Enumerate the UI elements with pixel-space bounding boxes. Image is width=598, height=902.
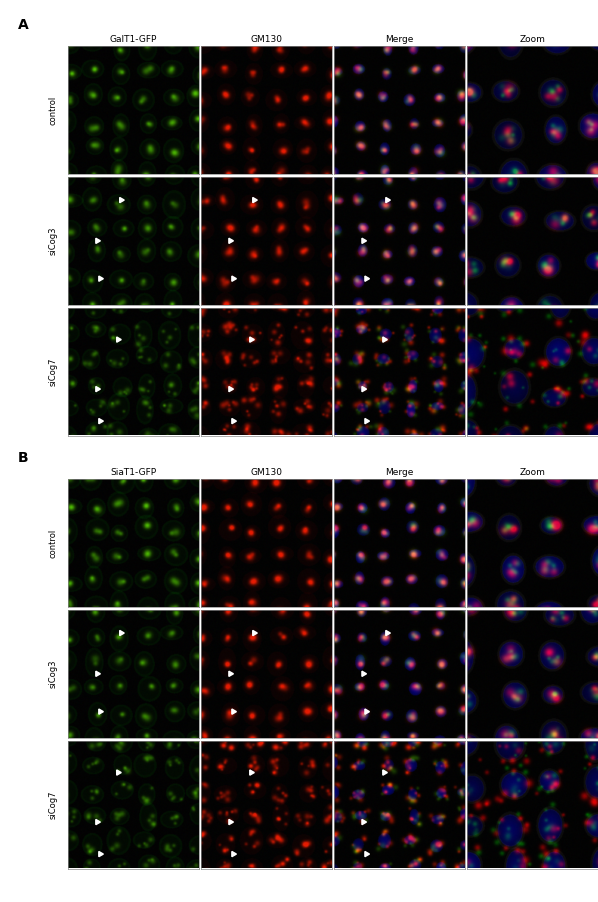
Polygon shape bbox=[99, 851, 103, 857]
Polygon shape bbox=[120, 630, 124, 636]
Polygon shape bbox=[362, 238, 367, 244]
Polygon shape bbox=[365, 709, 370, 714]
Polygon shape bbox=[117, 770, 121, 775]
Text: siCog7: siCog7 bbox=[48, 357, 58, 386]
Text: GM130: GM130 bbox=[250, 34, 282, 43]
Polygon shape bbox=[229, 819, 233, 824]
Polygon shape bbox=[99, 419, 103, 424]
Polygon shape bbox=[117, 337, 121, 342]
Text: control: control bbox=[48, 96, 58, 124]
Polygon shape bbox=[383, 337, 388, 342]
Polygon shape bbox=[229, 386, 233, 391]
Polygon shape bbox=[386, 198, 390, 203]
Polygon shape bbox=[229, 238, 233, 244]
Polygon shape bbox=[96, 819, 100, 824]
Polygon shape bbox=[99, 709, 103, 714]
Text: siCog3: siCog3 bbox=[48, 659, 58, 688]
Text: A: A bbox=[18, 18, 29, 32]
Polygon shape bbox=[232, 276, 236, 281]
Polygon shape bbox=[96, 238, 100, 244]
Text: siCog7: siCog7 bbox=[48, 790, 58, 819]
Polygon shape bbox=[120, 198, 124, 203]
Polygon shape bbox=[250, 337, 254, 342]
Polygon shape bbox=[253, 198, 257, 203]
Polygon shape bbox=[99, 276, 103, 281]
Polygon shape bbox=[362, 386, 367, 391]
Polygon shape bbox=[253, 630, 257, 636]
Polygon shape bbox=[232, 419, 236, 424]
Text: Zoom: Zoom bbox=[520, 467, 545, 476]
Text: siCog3: siCog3 bbox=[48, 226, 58, 255]
Polygon shape bbox=[96, 671, 100, 676]
Polygon shape bbox=[96, 386, 100, 391]
Polygon shape bbox=[232, 851, 236, 857]
Text: SiaT1-GFP: SiaT1-GFP bbox=[110, 467, 156, 476]
Text: control: control bbox=[48, 529, 58, 557]
Text: B: B bbox=[18, 451, 29, 465]
Polygon shape bbox=[362, 671, 367, 676]
Text: Merge: Merge bbox=[385, 467, 413, 476]
Polygon shape bbox=[365, 851, 370, 857]
Polygon shape bbox=[365, 419, 370, 424]
Polygon shape bbox=[386, 630, 390, 636]
Polygon shape bbox=[250, 770, 254, 775]
Polygon shape bbox=[383, 770, 388, 775]
Text: Merge: Merge bbox=[385, 34, 413, 43]
Text: GalT1-GFP: GalT1-GFP bbox=[109, 34, 157, 43]
Polygon shape bbox=[365, 276, 370, 281]
Polygon shape bbox=[362, 819, 367, 824]
Text: GM130: GM130 bbox=[250, 467, 282, 476]
Polygon shape bbox=[229, 671, 233, 676]
Text: Zoom: Zoom bbox=[520, 34, 545, 43]
Polygon shape bbox=[232, 709, 236, 714]
